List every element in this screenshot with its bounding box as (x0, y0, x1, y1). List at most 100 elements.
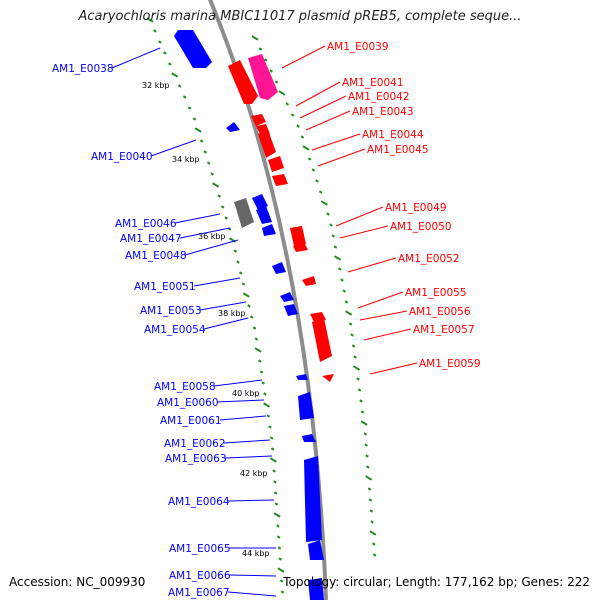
tick-mark (224, 216, 228, 220)
gene-arrow-AM1_E0046-gray[interactable] (234, 198, 254, 228)
tick-mark (238, 271, 243, 275)
gene-label-AM1_E0047[interactable]: AM1_E0047 (120, 233, 182, 245)
gene-arrow-AM1_E0045[interactable] (272, 174, 288, 186)
gene-label-AM1_E0045[interactable]: AM1_E0045 (367, 144, 429, 156)
gene-arrow-AM1_E0040[interactable] (226, 122, 240, 132)
tick-mark (360, 420, 368, 426)
gene-arrow-AM1_E0047[interactable] (256, 206, 272, 224)
gene-arrow-AM1_E0060[interactable] (298, 392, 314, 420)
gene-arrow-AM1_E0043[interactable] (258, 130, 276, 158)
gene-label-AM1_E0058[interactable]: AM1_E0058 (154, 381, 216, 393)
gene-label-AM1_E0053[interactable]: AM1_E0053 (140, 305, 202, 317)
gene-label-AM1_E0055[interactable]: AM1_E0055 (405, 287, 467, 299)
tick-mark (273, 512, 281, 518)
gene-label-AM1_E0063[interactable]: AM1_E0063 (165, 453, 227, 465)
tick-mark (252, 326, 257, 330)
gene-label-AM1_E0050[interactable]: AM1_E0050 (390, 221, 452, 233)
tick-mark (351, 344, 356, 348)
tick-mark (345, 310, 353, 316)
tick-mark (146, 17, 154, 23)
gene-label-AM1_E0061[interactable]: AM1_E0061 (160, 415, 222, 427)
gene-label-AM1_E0041[interactable]: AM1_E0041 (342, 77, 404, 89)
gene-label-AM1_E0049[interactable]: AM1_E0049 (385, 202, 447, 214)
leader-line (216, 399, 265, 403)
gene-arrow-AM1_E0048[interactable] (262, 224, 276, 236)
tick-mark (334, 255, 342, 261)
tick-mark (353, 355, 357, 359)
tick-mark (350, 333, 354, 337)
gene-arrow-AM1_E0051[interactable] (272, 262, 286, 274)
gene-label-AM1_E0048[interactable]: AM1_E0048 (125, 250, 187, 262)
accession-text: Accession: NC_009930 (9, 575, 146, 589)
gene-arrow-AM1_E0044[interactable] (268, 156, 284, 172)
tick-mark (357, 388, 362, 392)
gene-label-AM1_E0062[interactable]: AM1_E0062 (164, 438, 226, 450)
gene-label-AM1_E0043[interactable]: AM1_E0043 (352, 106, 414, 118)
tick-mark (277, 546, 282, 550)
tick-mark (315, 179, 319, 183)
tick-mark (329, 223, 333, 227)
gene-label-AM1_E0044[interactable]: AM1_E0044 (362, 129, 424, 141)
gene-label-AM1_E0057[interactable]: AM1_E0057 (413, 324, 475, 336)
leader-line (224, 455, 273, 459)
gene-label-AM1_E0060[interactable]: AM1_E0060 (157, 397, 219, 409)
gene-label-AM1_E0065[interactable]: AM1_E0065 (169, 543, 231, 555)
tick-mark (233, 249, 238, 253)
gene-arrow-AM1_E0057[interactable] (312, 318, 332, 362)
gene-label-AM1_E0056[interactable]: AM1_E0056 (409, 306, 471, 318)
tick-mark (268, 425, 272, 429)
tick-mark (270, 447, 275, 451)
kbp-label: 34 kbp (172, 155, 200, 164)
tick-mark (367, 487, 372, 491)
tick-mark (258, 47, 263, 51)
tick-mark (342, 289, 346, 293)
gene-arrow-AM1_E0065[interactable] (308, 540, 324, 560)
gene-arrow-AM1_E0049[interactable] (290, 226, 306, 246)
tick-mark (348, 322, 353, 326)
gene-arrow-AM1_E0053[interactable] (280, 292, 294, 302)
gene-label-AM1_E0067[interactable]: AM1_E0067 (168, 587, 230, 599)
tick-mark (269, 436, 274, 440)
gene-arrow-AM1_E0059[interactable] (322, 374, 334, 382)
gene-label-AM1_E0066[interactable]: AM1_E0066 (169, 570, 231, 582)
gene-arrow-AM1_E0038[interactable] (174, 30, 212, 68)
gene-arrow-AM1_E0062[interactable] (302, 434, 316, 442)
gene-label-AM1_E0052[interactable]: AM1_E0052 (398, 253, 460, 265)
gene-label-AM1_E0040[interactable]: AM1_E0040 (91, 151, 153, 163)
gene-label-AM1_E0038[interactable]: AM1_E0038 (52, 63, 114, 75)
tick-mark (263, 402, 271, 408)
tick-mark (273, 480, 277, 484)
tick-mark (241, 282, 246, 286)
gene-arrow-AM1_E0052[interactable] (302, 276, 316, 286)
gene-label-AM1_E0064[interactable]: AM1_E0064 (168, 496, 230, 508)
leader-line (193, 277, 241, 287)
tick-mark (274, 502, 279, 506)
gene-arrow-AM1_E0054[interactable] (284, 304, 298, 316)
gene-label-AM1_E0046[interactable]: AM1_E0046 (115, 218, 177, 230)
gene-arrow-AM1_E0041[interactable] (251, 114, 266, 126)
tick-mark (192, 117, 197, 121)
gene-arrow-AM1_E0050[interactable] (293, 244, 308, 252)
gene-label-AM1_E0054[interactable]: AM1_E0054 (144, 324, 206, 336)
gene-label-AM1_E0039[interactable]: AM1_E0039 (327, 41, 389, 53)
tick-mark (269, 457, 277, 463)
gene-arrow-AM1_E0046[interactable] (252, 194, 268, 210)
tick-mark (365, 475, 373, 481)
gene-arrow-AM1_E0058[interactable] (296, 374, 308, 380)
gene-arrow-AM1_E0039-red[interactable] (228, 60, 258, 104)
gene-label-AM1_E0042[interactable]: AM1_E0042 (348, 91, 410, 103)
leader-line (347, 257, 397, 273)
leader-line (363, 328, 412, 341)
gene-arrow-AM1_E0064[interactable] (304, 456, 322, 542)
gene-label-AM1_E0051[interactable]: AM1_E0051 (134, 281, 196, 293)
leader-line (359, 310, 408, 321)
tick-mark (251, 35, 259, 41)
leader-line (150, 139, 197, 157)
tick-mark (318, 190, 323, 194)
tick-mark (199, 139, 204, 143)
gene-arrow-AM1_E0039[interactable] (248, 54, 278, 100)
tick-mark (307, 157, 312, 161)
gene-label-AM1_E0059[interactable]: AM1_E0059 (419, 358, 481, 370)
tick-mark (261, 381, 265, 385)
gene-arrow-AM1_E0066[interactable] (308, 578, 324, 600)
